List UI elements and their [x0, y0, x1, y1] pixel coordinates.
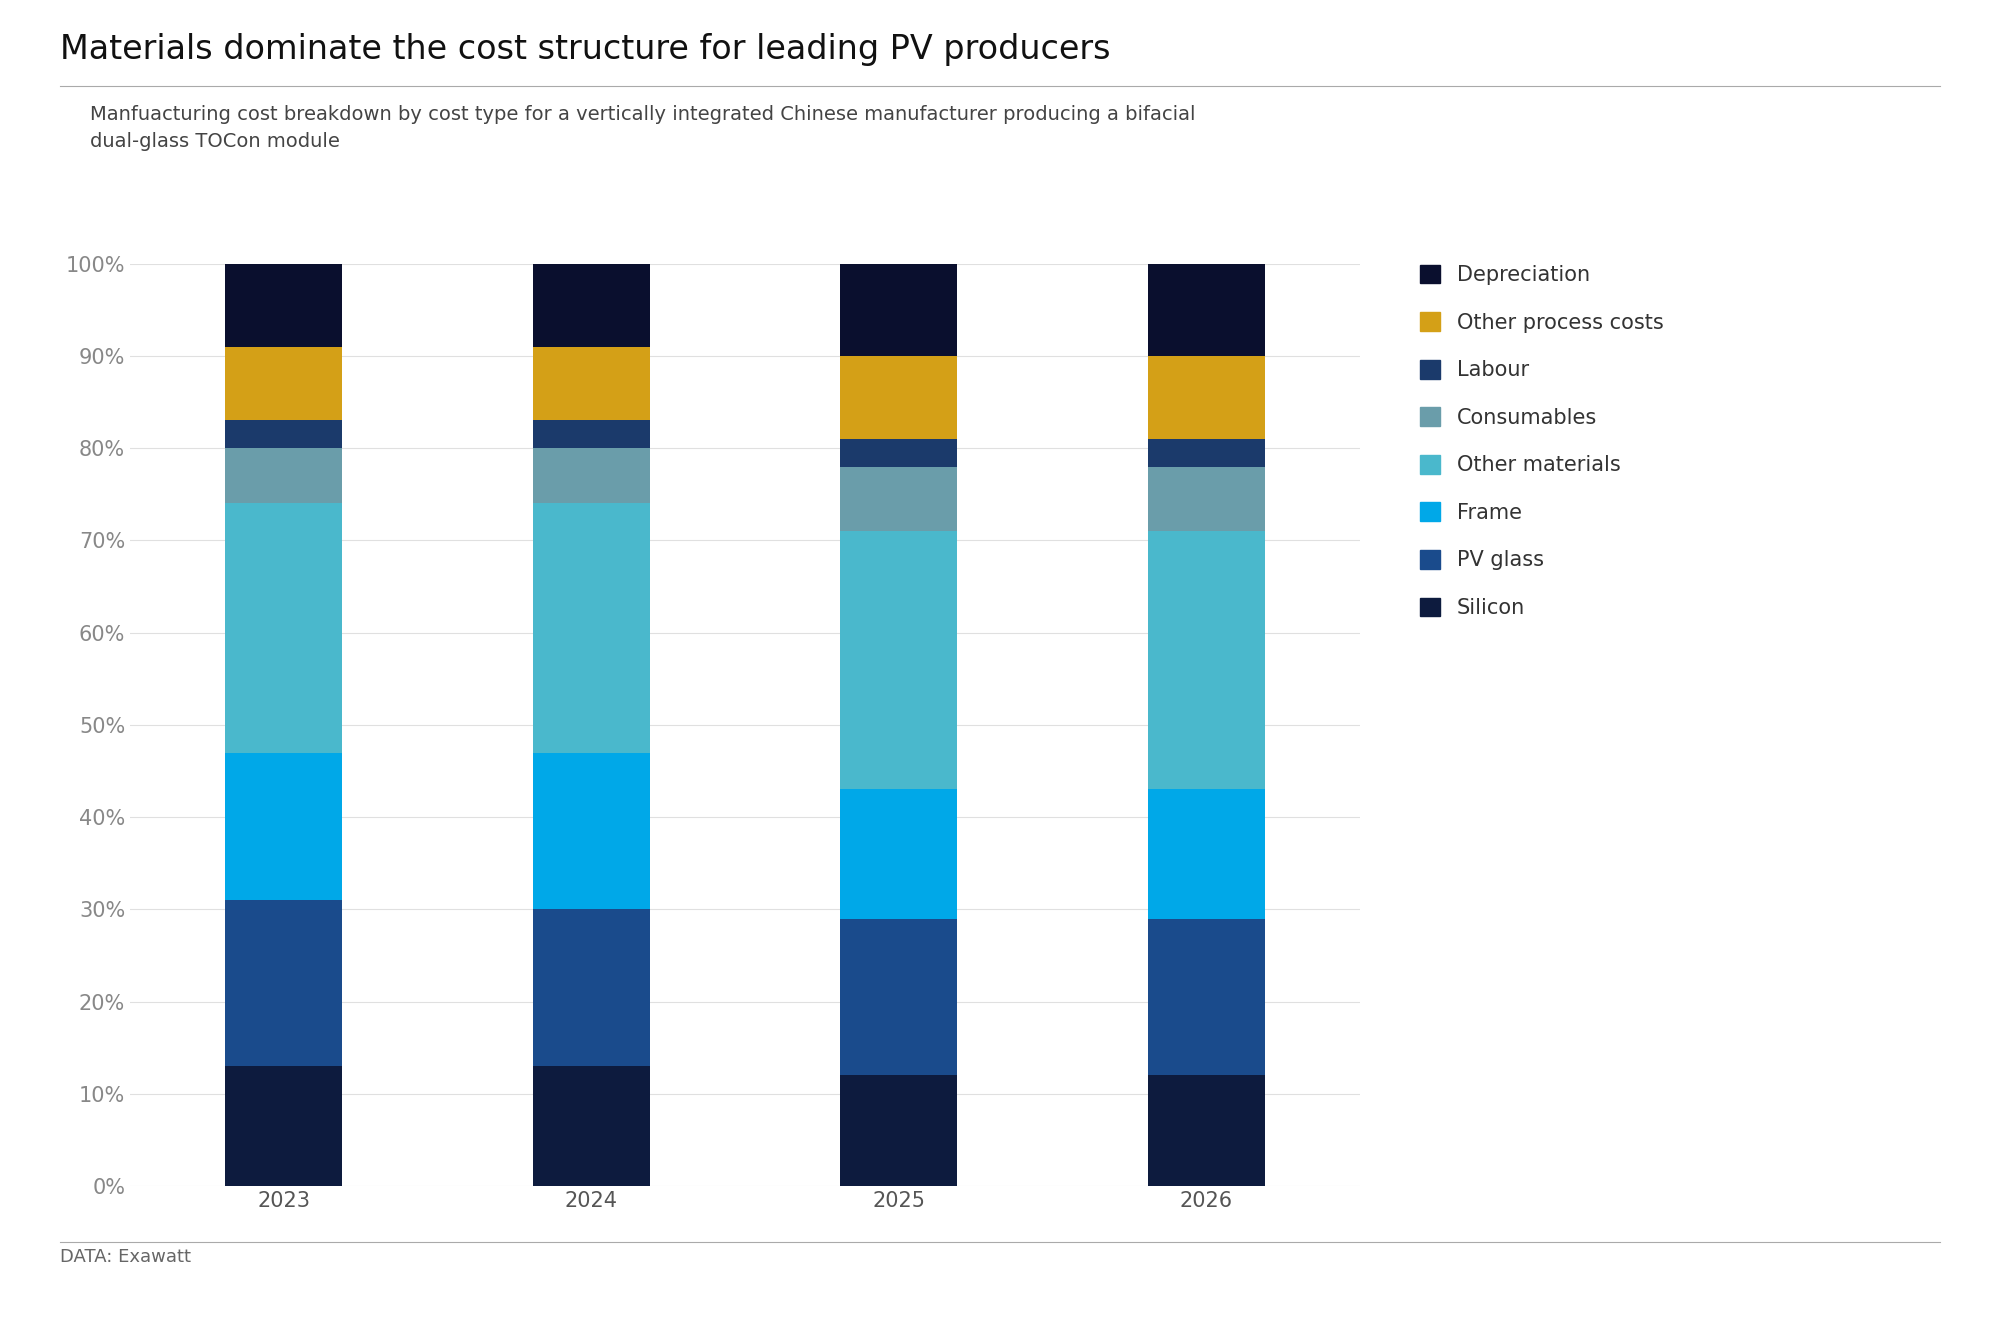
Bar [226, 347, 342, 420]
Bar [1148, 264, 1264, 356]
Legend: Depreciation, Other process costs, Labour, Consumables, Other materials, Frame, : Depreciation, Other process costs, Labou… [1420, 265, 1664, 618]
Bar [840, 789, 958, 919]
Bar [1148, 439, 1264, 467]
Bar [1148, 1075, 1264, 1186]
Bar [532, 347, 650, 420]
Text: Materials dominate the cost structure for leading PV producers: Materials dominate the cost structure fo… [60, 33, 1110, 66]
Bar [840, 919, 958, 1075]
Bar [532, 503, 650, 753]
Bar [226, 900, 342, 1066]
Bar [226, 420, 342, 448]
Bar [1148, 467, 1264, 531]
Bar [1148, 356, 1264, 439]
Bar [840, 1075, 958, 1186]
Bar [532, 448, 650, 503]
Bar [532, 1066, 650, 1186]
Bar [532, 420, 650, 448]
Bar [840, 439, 958, 467]
Bar [226, 753, 342, 900]
Bar [532, 753, 650, 909]
Bar [226, 1066, 342, 1186]
Bar [840, 356, 958, 439]
Bar [840, 467, 958, 531]
Text: Manfuacturing cost breakdown by cost type for a vertically integrated Chinese ma: Manfuacturing cost breakdown by cost typ… [90, 105, 1196, 152]
Bar [840, 531, 958, 789]
Bar [226, 264, 342, 347]
Bar [840, 264, 958, 356]
Bar [1148, 789, 1264, 919]
Bar [226, 448, 342, 503]
Bar [226, 503, 342, 753]
Bar [1148, 531, 1264, 789]
Text: DATA: Exawatt: DATA: Exawatt [60, 1248, 192, 1267]
Bar [532, 909, 650, 1066]
Bar [1148, 919, 1264, 1075]
Bar [532, 264, 650, 347]
